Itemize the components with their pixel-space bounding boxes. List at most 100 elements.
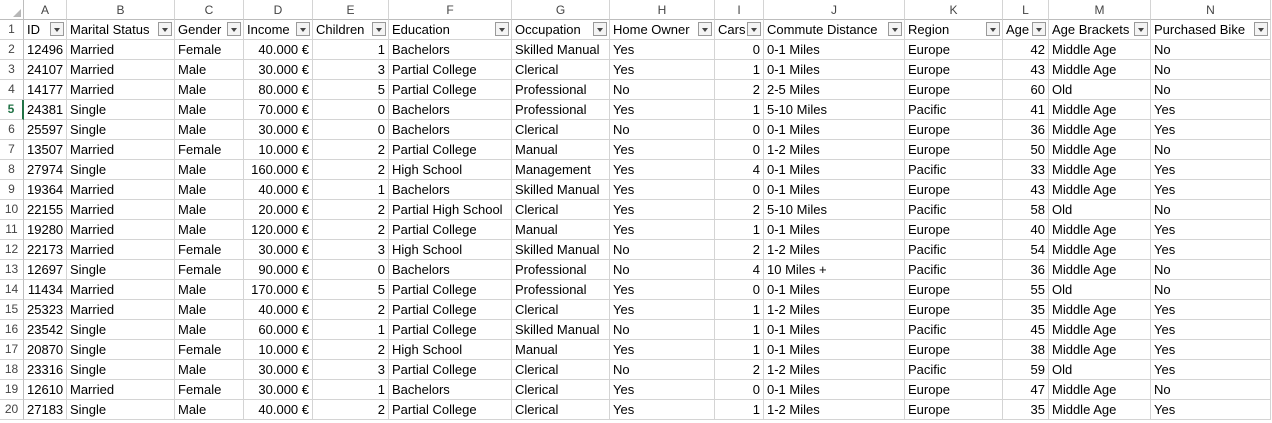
table-cell[interactable]: Bachelors (389, 380, 512, 400)
table-cell[interactable]: No (1151, 60, 1271, 80)
table-cell[interactable]: Yes (1151, 160, 1271, 180)
table-cell[interactable]: 0 (715, 140, 764, 160)
table-cell[interactable]: 2 (313, 340, 389, 360)
table-cell[interactable]: 42 (1003, 40, 1049, 60)
table-cell[interactable]: 0-1 Miles (764, 380, 905, 400)
table-cell[interactable]: Pacific (905, 160, 1003, 180)
table-cell[interactable]: 80.000 € (244, 80, 313, 100)
table-cell[interactable]: 2 (313, 140, 389, 160)
table-cell[interactable]: Middle Age (1049, 300, 1151, 320)
table-cell[interactable]: Female (175, 380, 244, 400)
filter-dropdown-icon[interactable] (372, 22, 386, 36)
filter-dropdown-icon[interactable] (227, 22, 241, 36)
header-cell[interactable]: Commute Distance (764, 20, 905, 40)
table-cell[interactable]: No (1151, 40, 1271, 60)
table-cell[interactable]: 25597 (24, 120, 67, 140)
table-cell[interactable]: Single (67, 360, 175, 380)
table-cell[interactable]: Middle Age (1049, 160, 1151, 180)
row-header[interactable]: 2 (0, 40, 24, 60)
filter-dropdown-icon[interactable] (1134, 22, 1148, 36)
table-cell[interactable]: No (1151, 380, 1271, 400)
column-header-c[interactable]: C (175, 0, 244, 20)
table-cell[interactable]: Married (67, 300, 175, 320)
table-cell[interactable]: 0 (715, 280, 764, 300)
table-cell[interactable]: Old (1049, 80, 1151, 100)
table-cell[interactable]: 1 (715, 300, 764, 320)
table-cell[interactable]: Single (67, 100, 175, 120)
table-cell[interactable]: Single (67, 260, 175, 280)
table-cell[interactable]: Female (175, 260, 244, 280)
filter-dropdown-icon[interactable] (296, 22, 310, 36)
table-cell[interactable]: Married (67, 200, 175, 220)
table-cell[interactable]: 0 (313, 260, 389, 280)
table-cell[interactable]: Skilled Manual (512, 240, 610, 260)
table-cell[interactable]: 5 (313, 280, 389, 300)
table-cell[interactable]: Partial College (389, 80, 512, 100)
table-cell[interactable]: Married (67, 40, 175, 60)
table-cell[interactable]: 11434 (24, 280, 67, 300)
table-cell[interactable]: Middle Age (1049, 220, 1151, 240)
table-cell[interactable]: 38 (1003, 340, 1049, 360)
table-cell[interactable]: 90.000 € (244, 260, 313, 280)
table-cell[interactable]: Partial College (389, 60, 512, 80)
filter-dropdown-icon[interactable] (747, 22, 761, 36)
table-cell[interactable]: Partial College (389, 320, 512, 340)
row-header[interactable]: 15 (0, 300, 24, 320)
table-cell[interactable]: 19364 (24, 180, 67, 200)
table-cell[interactable]: Europe (905, 80, 1003, 100)
table-cell[interactable]: Female (175, 240, 244, 260)
table-cell[interactable]: Yes (610, 400, 715, 420)
table-cell[interactable]: Partial High School (389, 200, 512, 220)
row-header[interactable]: 3 (0, 60, 24, 80)
table-cell[interactable]: 1 (715, 100, 764, 120)
table-cell[interactable]: 170.000 € (244, 280, 313, 300)
table-cell[interactable]: 54 (1003, 240, 1049, 260)
table-cell[interactable]: Old (1049, 280, 1151, 300)
table-cell[interactable]: Europe (905, 340, 1003, 360)
table-cell[interactable]: Married (67, 220, 175, 240)
table-cell[interactable]: Single (67, 320, 175, 340)
table-cell[interactable]: 12496 (24, 40, 67, 60)
table-cell[interactable]: 0-1 Miles (764, 160, 905, 180)
table-cell[interactable]: 47 (1003, 380, 1049, 400)
table-cell[interactable]: Professional (512, 280, 610, 300)
table-cell[interactable]: Male (175, 320, 244, 340)
table-cell[interactable]: Yes (610, 380, 715, 400)
table-cell[interactable]: Clerical (512, 380, 610, 400)
table-cell[interactable]: Partial College (389, 140, 512, 160)
table-cell[interactable]: No (1151, 280, 1271, 300)
header-cell[interactable]: Purchased Bike (1151, 20, 1271, 40)
row-header[interactable]: 13 (0, 260, 24, 280)
table-cell[interactable]: Male (175, 280, 244, 300)
table-cell[interactable]: 0-1 Miles (764, 180, 905, 200)
table-cell[interactable]: 10.000 € (244, 140, 313, 160)
table-cell[interactable]: Male (175, 200, 244, 220)
table-cell[interactable]: Yes (1151, 300, 1271, 320)
filter-dropdown-icon[interactable] (1254, 22, 1268, 36)
column-header-a[interactable]: A (24, 0, 67, 20)
table-cell[interactable]: Male (175, 220, 244, 240)
table-cell[interactable]: Partial College (389, 280, 512, 300)
table-cell[interactable]: 40.000 € (244, 300, 313, 320)
table-cell[interactable]: 3 (313, 60, 389, 80)
table-cell[interactable]: Yes (610, 160, 715, 180)
table-cell[interactable]: Middle Age (1049, 140, 1151, 160)
column-header-d[interactable]: D (244, 0, 313, 20)
row-header[interactable]: 6 (0, 120, 24, 140)
table-cell[interactable]: 24381 (24, 100, 67, 120)
table-cell[interactable]: 2 (715, 200, 764, 220)
table-cell[interactable]: Manual (512, 140, 610, 160)
table-cell[interactable]: 0-1 Miles (764, 220, 905, 240)
table-cell[interactable]: 43 (1003, 180, 1049, 200)
filter-dropdown-icon[interactable] (986, 22, 1000, 36)
table-cell[interactable]: Single (67, 340, 175, 360)
filter-dropdown-icon[interactable] (50, 22, 64, 36)
filter-dropdown-icon[interactable] (495, 22, 509, 36)
table-cell[interactable]: Married (67, 80, 175, 100)
table-cell[interactable]: 2 (715, 80, 764, 100)
table-cell[interactable]: Yes (610, 100, 715, 120)
table-cell[interactable]: No (610, 120, 715, 140)
table-cell[interactable]: Married (67, 380, 175, 400)
table-cell[interactable]: 41 (1003, 100, 1049, 120)
table-cell[interactable]: 35 (1003, 400, 1049, 420)
